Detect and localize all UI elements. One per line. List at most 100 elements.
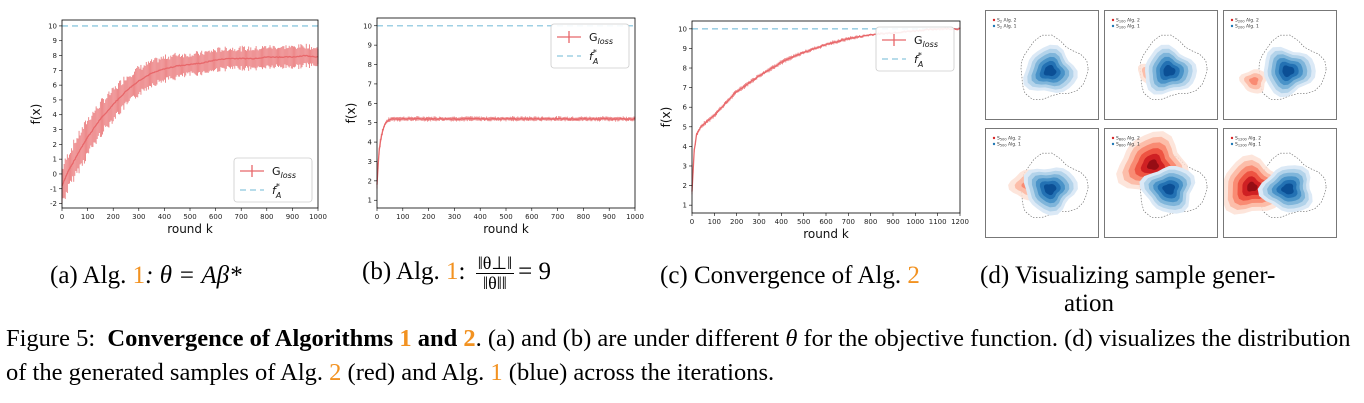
subcaption-c-ref[interactable]: 2: [907, 262, 920, 289]
y-tick-label: 7: [53, 67, 57, 75]
x-tick-label: 700: [551, 213, 564, 221]
y-tick-label: 9: [368, 42, 372, 50]
y-tick-label: 1: [683, 202, 687, 210]
legend-gloss-main: G: [272, 165, 281, 178]
x-tick-label: 800: [260, 213, 273, 221]
y-tick-label: 7: [683, 84, 687, 92]
chart-a-svg: 0 100 200 300 400 500 600 700 800 900 1000 -2 -1 0 1 2 3…: [29, 19, 327, 236]
legend-gloss-main: G: [589, 31, 598, 44]
legend-red-S: S: [1116, 136, 1119, 142]
legend-red-label: S100 Alg. 2: [1116, 18, 1140, 24]
legend-blue-alg: Alg. 1: [1007, 142, 1021, 148]
legend-red-alg: Alg. 2: [1247, 136, 1261, 142]
subcaption-b-colon: :: [458, 258, 466, 286]
alg1-density: [1163, 65, 1176, 77]
caption-ref-red[interactable]: 2: [329, 359, 342, 386]
gloss-line: [61, 54, 319, 187]
legend-red-index: 200: [1238, 20, 1245, 24]
x-tick-label: 0: [375, 213, 379, 221]
x-tick-label: 1000: [309, 213, 327, 221]
legend-blue-S: S: [1116, 24, 1119, 30]
x-tick-label: 300: [448, 213, 461, 221]
gloss-errorbars: [376, 116, 636, 189]
legend-blue-label: S2 Alg. 1: [997, 24, 1017, 30]
legend-gloss-main: G: [914, 34, 923, 47]
subcaption-a-formula: : θ = Aβ*: [145, 262, 242, 289]
legend-gloss-sub: loss: [923, 40, 938, 49]
y-tick-label: 2: [683, 182, 687, 190]
fraction-denominator: ‖θ‖‖: [483, 273, 507, 293]
y-tick-label: 8: [368, 61, 372, 69]
y-tick-label: 5: [53, 96, 57, 104]
y-tick-label: 9: [683, 45, 687, 53]
viz-cell: S500 Alg. 2 S500 Alg. 1: [985, 128, 1099, 238]
figure-title-ref1[interactable]: 1: [399, 325, 412, 352]
legend-target-sub: A: [592, 57, 598, 66]
x-tick-label: 1000: [906, 218, 924, 226]
alg1-density: [1043, 65, 1057, 77]
y-tick-label: 8: [53, 52, 57, 60]
viz-cell: S200 Alg. 2 S200 Alg. 1: [1223, 10, 1337, 120]
fraction-numerator: ‖θ⊥‖: [475, 253, 515, 274]
y-axis-label: f(x): [659, 107, 673, 128]
legend-target-label: f* A: [272, 182, 281, 200]
y-tick-label: 6: [53, 82, 58, 90]
y-tick-label: 10: [48, 22, 57, 30]
legend: Gloss f* A: [550, 23, 630, 69]
x-tick-label: 400: [158, 213, 171, 221]
y-tick-label: 3: [368, 158, 372, 166]
y-tick-label: 10: [363, 22, 372, 30]
legend-red-index: 500: [1000, 138, 1007, 142]
legend-gloss-label: Gloss: [589, 31, 613, 46]
x-tick-label: 600: [209, 213, 222, 221]
legend-target-label: f* A: [589, 48, 598, 66]
x-tick-label: 700: [235, 213, 248, 221]
figure-title-and: and: [411, 325, 464, 352]
y-tick-label: 10: [678, 25, 687, 33]
chart-a: 0 100 200 300 400 500 600 700 800 900 1000 -2 -1 0 1 2 3…: [28, 12, 338, 244]
x-tick-label: 1000: [626, 213, 644, 221]
x-tick-label: 100: [708, 218, 721, 226]
y-tick-label: 6: [368, 100, 373, 108]
alg1-density: [1162, 183, 1176, 195]
alg2-density: [1247, 181, 1258, 192]
caption-ref-blue[interactable]: 1: [490, 359, 503, 386]
legend-blue-label: S1200 Alg. 1: [1235, 142, 1261, 148]
legend-red-dot: [1111, 18, 1115, 22]
viz-cell: S100 Alg. 2 S100 Alg. 1: [1104, 10, 1218, 120]
legend-blue-label: S800 Alg. 1: [1116, 142, 1140, 148]
legend-red-alg: Alg. 2: [1126, 136, 1140, 142]
x-tick-label: 400: [474, 213, 487, 221]
y-tick-label: 5: [683, 123, 687, 131]
legend-red-dot: [992, 136, 996, 140]
x-tick-label: 600: [819, 218, 832, 226]
x-tick-label: 500: [797, 218, 810, 226]
y-tick-label: 9: [53, 37, 57, 45]
figure-label: Figure 5:: [6, 325, 96, 352]
subcaption-b-ref[interactable]: 1: [446, 258, 459, 286]
subcaption-a: (a) Alg. 1: θ = Aβ*: [50, 262, 242, 290]
y-tick-label: 0: [53, 170, 57, 178]
legend-gloss-sub: loss: [281, 171, 296, 180]
legend-box: [233, 157, 313, 203]
figure-title-ref2[interactable]: 2: [463, 325, 476, 352]
x-tick-label: 400: [775, 218, 788, 226]
y-tick-label: 4: [683, 143, 688, 151]
x-tick-label: 300: [752, 218, 765, 226]
y-tick-label: 3: [683, 162, 687, 170]
subcaption-a-ref[interactable]: 1: [132, 262, 146, 289]
chart-c-svg: 0 100 200 300 400 500 600 700 800 900 1000 1100 1200…: [659, 20, 969, 241]
legend-red-label: S500 Alg. 2: [997, 136, 1021, 142]
legend-red-S: S: [1116, 18, 1119, 24]
gloss-line: [376, 117, 636, 185]
legend-red-S: S: [1235, 18, 1238, 24]
legend-blue-S: S: [1235, 142, 1238, 148]
legend-red-alg: Alg. 2: [1126, 18, 1140, 24]
legend-red-S: S: [997, 136, 1000, 142]
chart-c: 0 100 200 300 400 500 600 700 800 900 1000 1100 1200…: [659, 16, 975, 248]
legend-red-index: 1200: [1238, 138, 1247, 142]
legend-blue-index: 2: [1000, 26, 1002, 30]
alg1-density: [1044, 184, 1057, 196]
x-tick-label: 500: [499, 213, 512, 221]
